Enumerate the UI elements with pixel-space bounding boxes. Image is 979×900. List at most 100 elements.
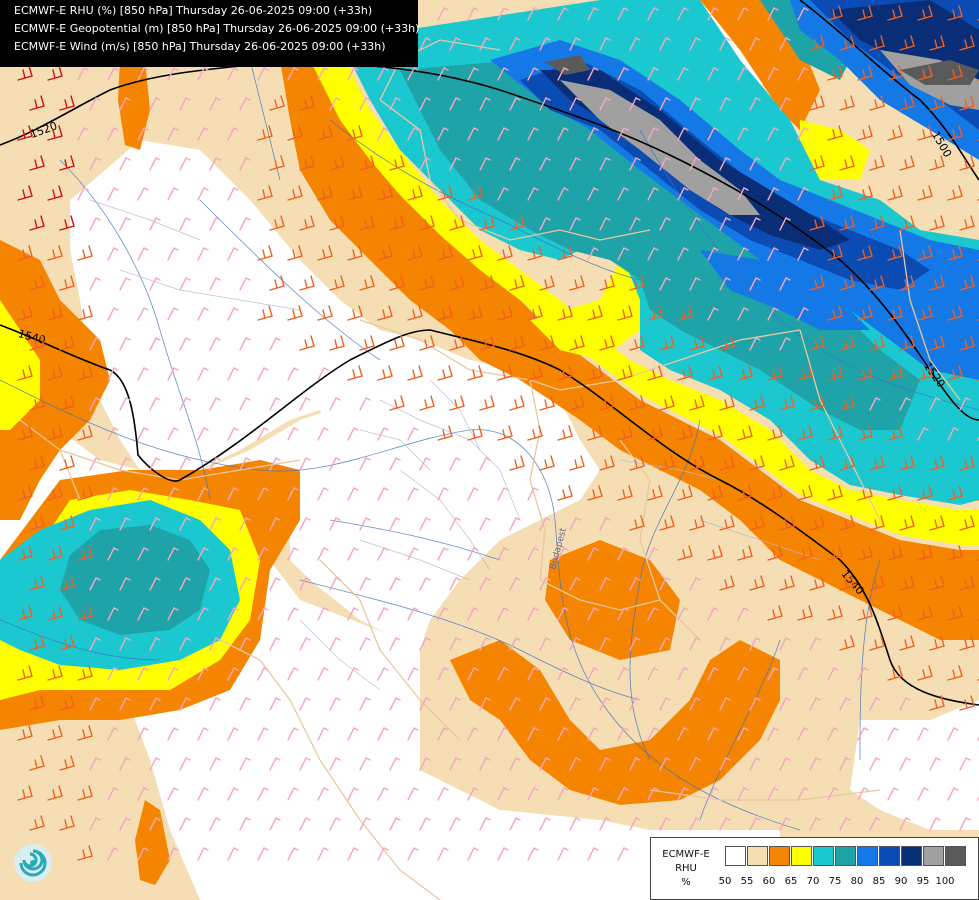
wind-barb (347, 787, 359, 801)
wind-barb (239, 157, 251, 171)
wind-barb (467, 67, 479, 81)
legend-swatch (835, 846, 856, 866)
wind-barb (197, 727, 209, 741)
wind-barb (377, 67, 389, 81)
wind-barb (737, 187, 749, 201)
wind-barb (329, 397, 341, 411)
wind-barb (17, 485, 33, 501)
wind-barb (659, 97, 671, 111)
wind-barb (17, 125, 33, 141)
wind-barb (197, 847, 209, 861)
wind-barb (839, 635, 855, 651)
wind-barb (497, 7, 509, 21)
wind-barb (377, 727, 389, 741)
wind-barb (467, 607, 479, 621)
wind-barb (179, 637, 191, 651)
wind-barb (479, 275, 495, 291)
wind-barb (599, 517, 611, 531)
wind-barb (809, 575, 825, 591)
wind-barb (467, 185, 483, 201)
wind-barb (719, 637, 731, 651)
wind-barb (677, 305, 693, 321)
wind-barb (317, 667, 329, 681)
wind-barb (659, 37, 671, 51)
wind-barb (119, 817, 131, 831)
wind-barb (569, 97, 581, 111)
wind-barb (179, 97, 191, 111)
wind-barb (317, 245, 333, 261)
wind-barb (929, 275, 945, 291)
wind-barb (317, 547, 329, 561)
wind-barb (947, 545, 963, 561)
rhu-legend: ECMWF-E RHU % 50 55 60 65 70 75 80 85 90 95 100 (650, 837, 979, 900)
wind-barb (869, 275, 885, 291)
wind-barb (497, 425, 513, 441)
wind-barb (647, 247, 659, 261)
wind-barb (887, 485, 903, 501)
wind-barb (629, 157, 641, 171)
wind-barb (377, 127, 389, 141)
wind-barb (599, 275, 615, 291)
wind-barb (569, 37, 581, 51)
wind-barb (617, 727, 629, 741)
wind-barb (659, 577, 671, 591)
wind-barb (947, 365, 963, 381)
wind-barb (269, 457, 281, 471)
wind-barb (749, 395, 765, 411)
wind-barb (479, 97, 491, 111)
wind-barb (737, 307, 749, 321)
wind-barb (557, 485, 573, 501)
wind-barb (137, 487, 149, 501)
wind-barb (677, 365, 693, 381)
wind-barb (749, 697, 761, 711)
wind-barb (617, 127, 629, 141)
wind-barb (809, 215, 825, 231)
wind-barb (527, 727, 539, 741)
wind-barb (419, 157, 431, 171)
wind-barb (209, 517, 221, 531)
wind-barb (587, 365, 603, 381)
wind-barb (59, 815, 75, 831)
wind-barb (737, 607, 749, 621)
wind-barb (587, 667, 599, 681)
wind-barb (197, 487, 209, 501)
wind-barb (299, 155, 315, 171)
wind-barb (569, 757, 581, 771)
wind-barb (317, 427, 329, 441)
wind-barb (917, 5, 933, 21)
wind-barb (659, 817, 671, 831)
wind-barb (737, 485, 753, 501)
wind-barb (107, 307, 119, 321)
wind-barb (899, 817, 911, 831)
wind-barb (719, 757, 731, 771)
wind-barb (407, 847, 419, 861)
wind-barb (347, 427, 359, 441)
wind-barb (29, 95, 45, 111)
wind-barb (257, 847, 269, 861)
wind-barb (497, 365, 513, 381)
wind-barb (827, 185, 843, 201)
wind-barb (359, 275, 375, 291)
wind-barb (899, 635, 915, 651)
wind-barb (599, 817, 611, 831)
wind-barb (677, 127, 689, 141)
wind-barb (827, 787, 839, 801)
wind-barb (497, 667, 509, 681)
wind-barb (869, 397, 881, 411)
contour-1520 (0, 62, 979, 421)
wind-barb (557, 547, 569, 561)
wind-barb (209, 757, 221, 771)
wind-barb (359, 155, 375, 171)
wind-barb (929, 515, 945, 531)
title-line-rhu: ECMWF-E RHU (%) [850 hPa] Thursday 26-06… (14, 4, 373, 17)
wind-barb (917, 245, 933, 261)
wind-barb (77, 245, 93, 261)
wind-barb (629, 697, 641, 711)
wind-barb (509, 395, 525, 411)
wind-barb (449, 697, 461, 711)
wind-barb (437, 305, 453, 321)
wind-barb (437, 547, 449, 561)
region-line-8 (699, 519, 821, 561)
wind-barb (419, 817, 431, 831)
wind-barb (737, 247, 749, 261)
